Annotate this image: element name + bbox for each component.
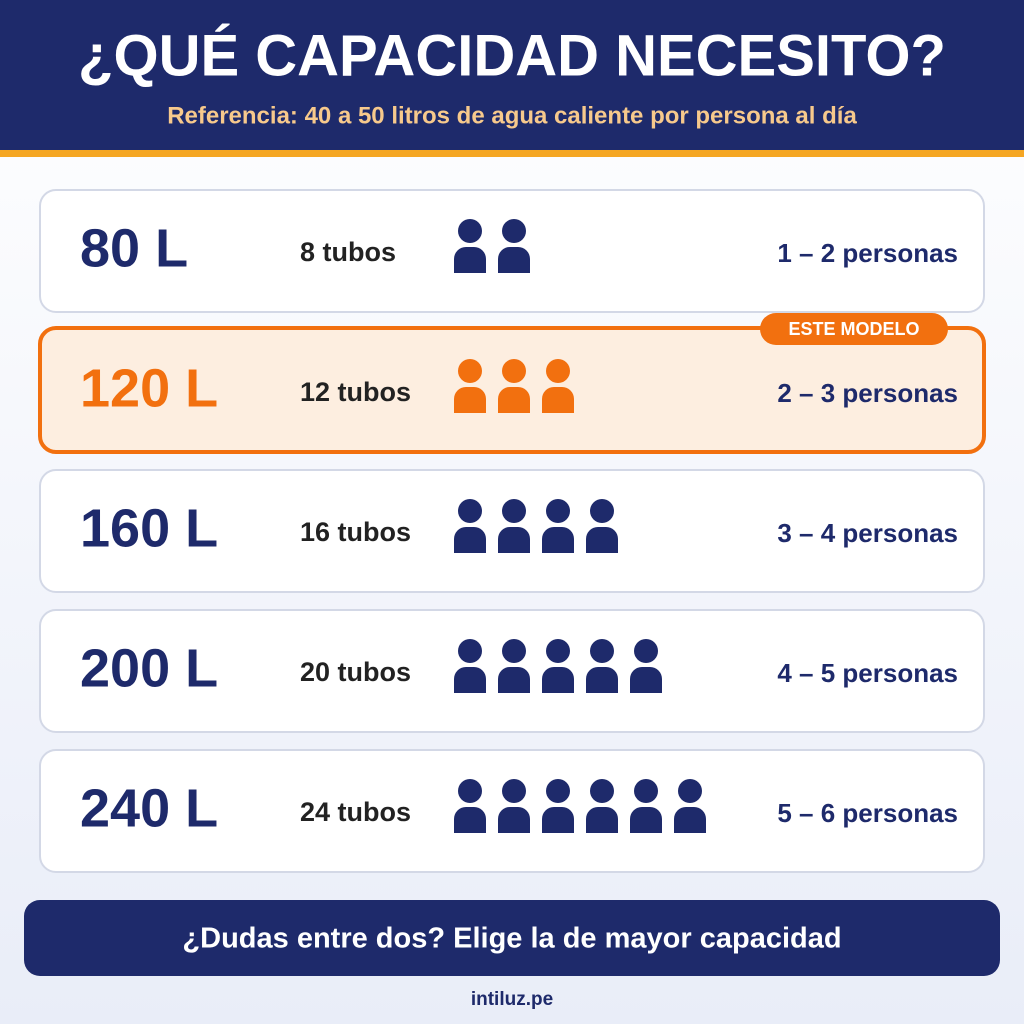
person-head: [458, 639, 482, 663]
option-row: 240 L 24 tubos 5 – 6 personas: [39, 749, 985, 873]
person-body: [542, 527, 574, 553]
option-row: 120 L 12 tubos 2 – 3 personas ESTE MODELO: [38, 313, 986, 454]
person-head: [546, 779, 570, 803]
capacity: 160 L: [80, 498, 218, 558]
person-body: [454, 387, 486, 413]
people-icons: [454, 779, 706, 833]
people-icons: [454, 359, 574, 413]
person-body: [498, 527, 530, 553]
people-icons: [454, 219, 530, 273]
person-body: [454, 247, 486, 273]
site: intiluz.pe: [471, 989, 553, 1010]
footer-note: ¿Dudas entre dos? Elige la de mayor capa…: [182, 923, 841, 955]
people: 1 – 2 personas: [777, 238, 958, 268]
person-head: [502, 639, 526, 663]
person-body: [586, 527, 618, 553]
person-head: [458, 499, 482, 523]
person-body: [498, 667, 530, 693]
person-body: [586, 807, 618, 833]
capacity: 240 L: [80, 778, 218, 838]
person-body: [542, 667, 574, 693]
person-head: [590, 499, 614, 523]
capacity: 200 L: [80, 638, 218, 698]
person-body: [630, 667, 662, 693]
option-row: 160 L 16 tubos 3 – 4 personas: [39, 469, 985, 593]
person-head: [678, 779, 702, 803]
tubes: 24 tubos: [300, 797, 411, 827]
person-head: [502, 499, 526, 523]
tubes: 16 tubos: [300, 517, 411, 547]
badge: [760, 313, 948, 345]
person-head: [634, 779, 658, 803]
person-body: [586, 667, 618, 693]
person-head: [590, 779, 614, 803]
capacity: 80 L: [80, 218, 188, 278]
person-body: [674, 807, 706, 833]
title: ¿QUÉ CAPACIDAD NECESITO?: [78, 23, 946, 88]
person-body: [454, 527, 486, 553]
person-body: [630, 807, 662, 833]
person-body: [498, 807, 530, 833]
person-head: [546, 499, 570, 523]
person-head: [590, 639, 614, 663]
person-body: [498, 387, 530, 413]
people-icons: [454, 499, 618, 553]
tubes: 12 tubos: [300, 377, 411, 407]
person-head: [546, 359, 570, 383]
person-body: [542, 387, 574, 413]
subtitle: Referencia: 40 a 50 litros de agua calie…: [167, 102, 857, 129]
tubes: 8 tubos: [300, 237, 396, 267]
person-head: [634, 639, 658, 663]
person-body: [498, 247, 530, 273]
person-head: [458, 219, 482, 243]
header-stripe: [0, 150, 1024, 157]
option-row: 200 L 20 tubos 4 – 5 personas: [39, 609, 985, 733]
options: 80 L 8 tubos 1 – 2 personas 120 L 12 tubos 2 …: [38, 189, 986, 873]
person-head: [458, 779, 482, 803]
option-row: 80 L 8 tubos 1 – 2 personas: [39, 189, 985, 313]
people: 5 – 6 personas: [777, 798, 958, 828]
capacity: 120 L: [80, 358, 218, 418]
person-head: [458, 359, 482, 383]
person-body: [542, 807, 574, 833]
people: 3 – 4 personas: [777, 518, 958, 548]
person-head: [502, 779, 526, 803]
people: 2 – 3 personas: [777, 378, 958, 408]
people-icons: [454, 639, 662, 693]
person-body: [454, 807, 486, 833]
person-body: [454, 667, 486, 693]
person-head: [502, 359, 526, 383]
person-head: [546, 639, 570, 663]
footer-bar: [24, 900, 1000, 976]
header-bar: [0, 0, 1024, 151]
person-head: [502, 219, 526, 243]
people: 4 – 5 personas: [777, 658, 958, 688]
badge-label: ESTE MODELO: [788, 319, 919, 339]
tubes: 20 tubos: [300, 657, 411, 687]
